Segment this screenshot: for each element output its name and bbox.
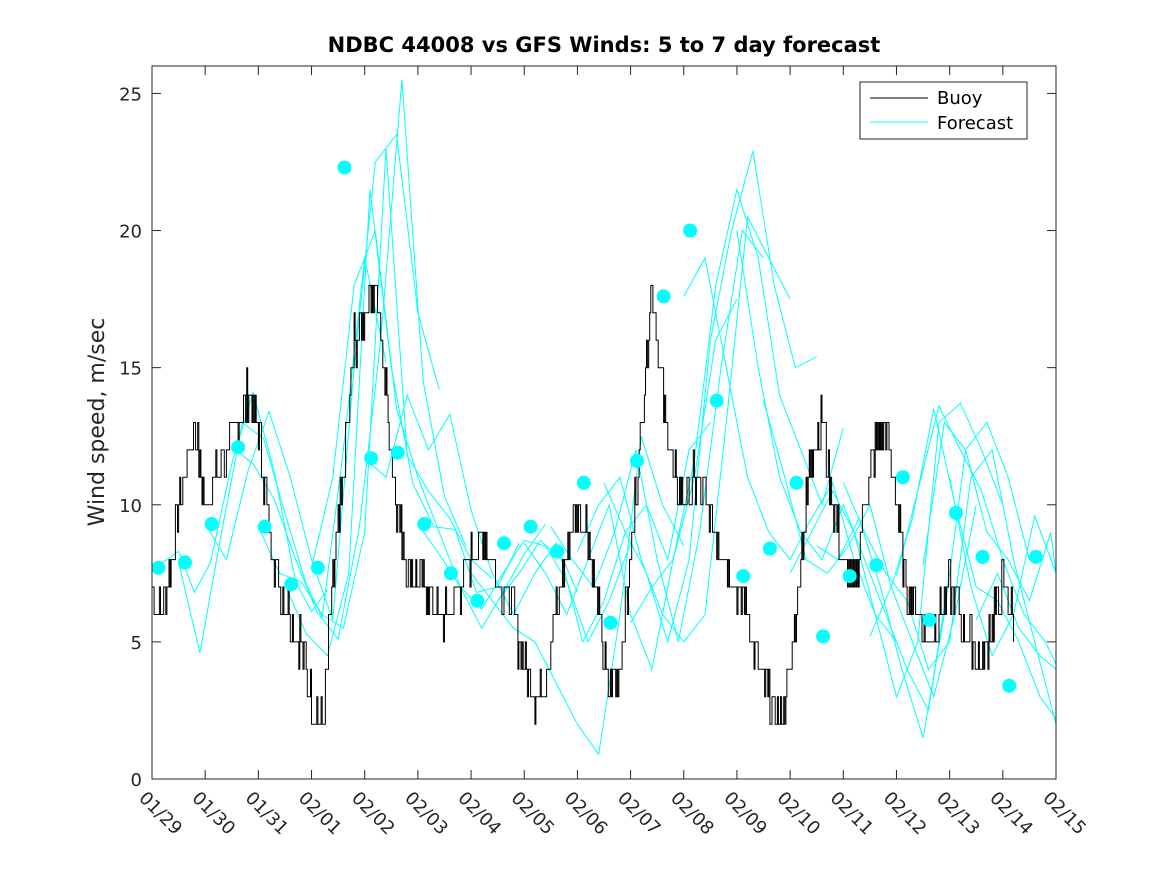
forecast-marker [550, 544, 565, 559]
x-tick-label: 01/30 [188, 788, 240, 840]
forecast-line-4 [231, 79, 467, 641]
x-tick-label: 02/13 [932, 788, 984, 840]
forecast-marker [683, 223, 698, 238]
axes-box [151, 65, 1057, 780]
legend-forecast-label: Forecast [937, 113, 1013, 134]
x-tick-label: 01/31 [241, 788, 293, 840]
y-tick-label: 25 [119, 84, 142, 105]
forecast-marker [762, 541, 777, 556]
forecast-marker [975, 549, 990, 564]
x-tick-label: 02/03 [400, 788, 452, 840]
x-tick-label: 02/02 [347, 788, 399, 840]
legend-buoy-label: Buoy [937, 88, 983, 109]
x-tick-label: 02/10 [773, 788, 825, 840]
x-tick-label: 02/15 [1038, 788, 1090, 840]
data-layer [151, 79, 1057, 756]
x-tick-label: 02/09 [719, 788, 771, 840]
legend-box [859, 81, 1028, 140]
y-tick-label: 15 [119, 359, 142, 380]
forecast-marker [257, 519, 272, 534]
forecast-marker [390, 445, 405, 460]
forecast-marker [310, 560, 325, 575]
forecast-line-14 [576, 215, 791, 643]
forecast-marker [1028, 549, 1043, 564]
forecast-marker [1002, 678, 1017, 693]
y-axis-label: Wind speed, m/sec [85, 318, 110, 527]
x-tick-label: 02/05 [507, 788, 559, 840]
forecast-marker [576, 475, 591, 490]
x-tick-label: 02/06 [560, 788, 612, 840]
forecast-marker [816, 629, 831, 644]
forecast-marker [443, 566, 458, 581]
forecast-marker [178, 555, 192, 570]
forecast-marker [895, 470, 910, 485]
x-tick-label: 02/01 [294, 788, 346, 840]
forecast-line-19 [763, 400, 977, 699]
x-tick-label: 02/08 [666, 788, 718, 840]
forecast-marker [231, 440, 246, 455]
forecast-marker [736, 569, 751, 584]
forecast-marker [922, 612, 937, 627]
forecast-marker [709, 393, 724, 408]
y-tick-label: 10 [119, 496, 142, 517]
x-tick-label: 02/07 [613, 788, 665, 840]
forecast-line-8 [364, 393, 578, 616]
forecast-marker [789, 475, 804, 490]
x-tick-label: 02/12 [879, 788, 931, 840]
x-tick-label: 02/11 [826, 788, 878, 840]
forecast-line-17 [683, 256, 897, 643]
chart-title: NDBC 44008 vs GFS Winds: 5 to 7 day fore… [328, 33, 881, 57]
forecast-line-11 [497, 422, 711, 644]
legend: Buoy Forecast [859, 81, 1028, 140]
forecast-line-23 [869, 408, 1057, 719]
forecast-marker [204, 517, 219, 531]
forecast-marker [869, 558, 884, 573]
forecast-line-10 [470, 436, 685, 756]
forecast-marker [284, 577, 299, 592]
forecast-line-3 [204, 133, 440, 621]
forecast-line-5 [257, 148, 493, 630]
forecast-line-7 [311, 230, 546, 630]
forecast-marker [470, 593, 485, 608]
forecast-marker [364, 451, 379, 466]
x-tick-label: 02/04 [454, 788, 506, 840]
forecast-line-15 [603, 150, 817, 644]
forecast-line-18 [736, 230, 951, 712]
forecast-marker [337, 160, 352, 175]
forecast-line-20 [789, 402, 1004, 699]
forecast-line-25 [922, 421, 1057, 603]
forecast-marker [151, 560, 166, 575]
forecast-marker [497, 536, 511, 551]
forecast-marker [842, 569, 857, 584]
forecast-line-1 [151, 390, 328, 613]
x-tick-label: 01/29 [134, 788, 186, 840]
y-tick-label: 5 [131, 633, 142, 654]
forecast-marker [603, 615, 618, 630]
buoy-line [152, 284, 1014, 725]
forecast-marker [417, 517, 432, 531]
forecast-marker [656, 289, 671, 304]
forecast-line-13 [550, 229, 764, 643]
plot-area [152, 66, 1056, 779]
forecast-line-26 [949, 477, 1057, 657]
y-tick-label: 0 [131, 770, 142, 791]
x-tick-label: 02/14 [985, 788, 1037, 840]
forecast-marker [949, 506, 963, 520]
y-tick-label: 20 [119, 222, 142, 243]
forecast-line-16 [630, 187, 844, 623]
forecast-marker [630, 453, 644, 468]
forecast-line-27 [975, 572, 1057, 670]
forecast-line-24 [896, 404, 1057, 665]
forecast-marker [523, 519, 538, 534]
forecast-line-21 [816, 421, 1030, 739]
